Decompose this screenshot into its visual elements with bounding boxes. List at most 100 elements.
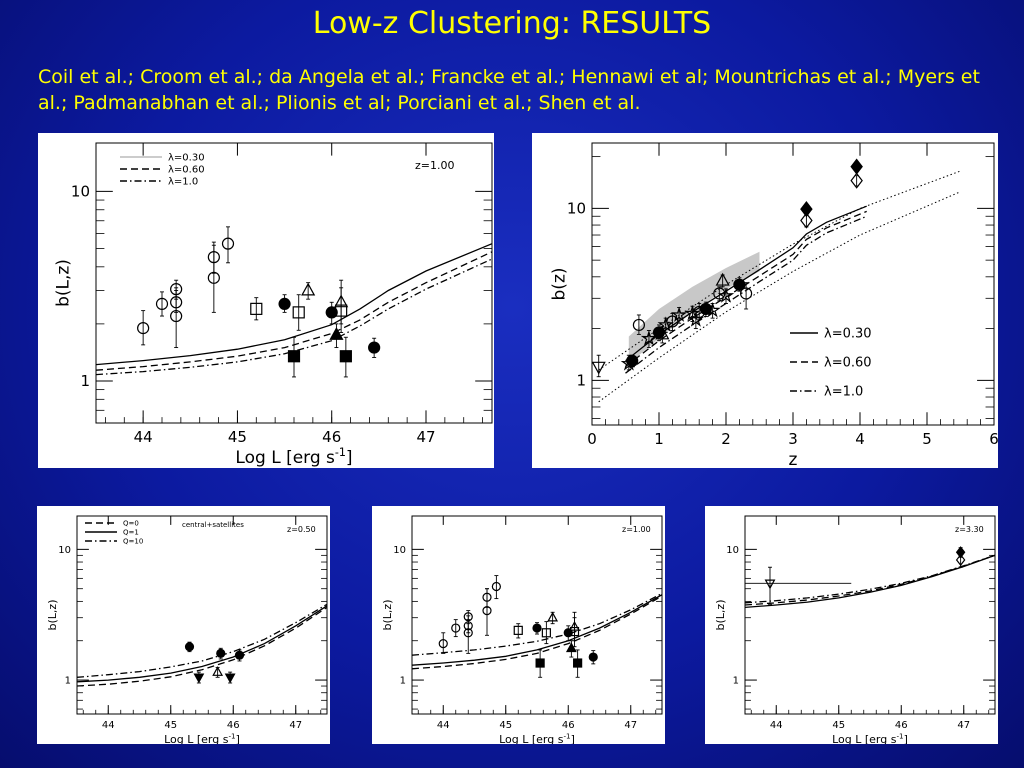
data-point [666, 315, 679, 328]
x-axis-label-sup: -1 [228, 732, 235, 741]
data-point [301, 282, 316, 296]
plot-frame [76, 515, 328, 715]
data-point [626, 354, 639, 367]
legend-label: λ=1.0 [824, 385, 863, 400]
x-axis-label: Log L [erg s-1] [499, 732, 575, 744]
legend-label: λ=1.0 [168, 177, 198, 188]
data-point [212, 666, 224, 676]
x-axis-label-end: ] [346, 448, 353, 468]
legend-label: Q=0 [123, 519, 139, 527]
model-line-dashed [96, 251, 492, 371]
data-point [463, 612, 473, 622]
data-point [740, 287, 753, 300]
x-tick-label: 47 [289, 720, 302, 731]
y-tick-label: 1 [65, 676, 71, 687]
legend-label: Q=10 [123, 537, 143, 545]
y-tick-label: 1 [733, 676, 739, 687]
plot-area [77, 603, 327, 687]
data-point [278, 297, 291, 310]
model-line-dashdot [77, 603, 327, 678]
plot-area [592, 158, 961, 403]
data-point [800, 201, 813, 218]
data-point [438, 639, 448, 649]
data-point [733, 278, 746, 291]
model-line-solid [96, 243, 492, 366]
data-point [670, 306, 688, 322]
data-point [717, 287, 735, 303]
model-line-solid [77, 605, 327, 683]
data-point [565, 642, 577, 653]
data-point [339, 350, 352, 363]
data-point [655, 326, 670, 340]
redshift-annotation: z=3.30 [955, 525, 984, 534]
plot-frame [95, 142, 493, 424]
x-axis-label-sup: -1 [563, 732, 570, 741]
data-point [170, 283, 183, 296]
x-tick-label: 46 [562, 720, 575, 731]
model-line-dotted [598, 191, 961, 403]
chart-panel-luminosity-z1: 44 45 46 47 1 10 Log L [erg s-1] b(L,z) λ=0.30 λ=… [38, 133, 494, 468]
data-point [216, 648, 226, 658]
x-tick-label: 46 [227, 720, 240, 731]
plot-frame [744, 515, 996, 715]
chart-panel-luminosity-z100: 44 45 46 47 1 10 Log L [erg s-1] b(L,z) z=1.00 [372, 506, 665, 744]
data-point [513, 625, 523, 635]
x-tick-label: 44 [437, 720, 450, 731]
data-point [592, 361, 606, 375]
model-line-dashed [77, 606, 327, 687]
y-tick-label: 1 [400, 676, 406, 687]
data-point [588, 652, 598, 662]
x-tick-label: 47 [624, 720, 637, 731]
x-tick-label: 44 [770, 720, 783, 731]
x-axis-label-main: Log L [erg s [235, 448, 335, 468]
chart-luminosity-z330: 44 45 46 47 1 10 Log L [erg s-1] b(L,z) z=3.30 [714, 515, 996, 744]
data-point [955, 553, 966, 567]
x-tick-label: 46 [895, 720, 908, 731]
x-tick-label: 45 [164, 720, 177, 731]
y-tick-label: 10 [567, 200, 586, 218]
legend-label: λ=0.60 [824, 356, 872, 371]
data-point [657, 316, 674, 332]
x-axis-label: z [789, 450, 798, 468]
x-axis-label-end: ] [571, 733, 575, 744]
model-line-solid [745, 554, 995, 609]
plot-frame [411, 515, 663, 715]
plot-frame [591, 142, 995, 426]
data-point [334, 294, 349, 308]
data-point [234, 650, 245, 660]
x-tick-label: 0 [587, 430, 597, 448]
model-line-dashdot [96, 258, 492, 376]
chart-panel-redshift: 0 1 2 3 4 5 6 1 10 z b(z) λ=0.30 λ=0.60 λ=1.0 [532, 133, 998, 468]
x-tick-label: 1 [654, 430, 664, 448]
x-axis-label-sup: -1 [896, 732, 903, 741]
shaded-band [628, 251, 760, 364]
redshift-annotation: z=1.00 [622, 525, 651, 534]
data-point [547, 611, 559, 622]
data-point [155, 297, 169, 310]
chart-luminosity-z050: 44 45 46 47 1 10 Log L [erg s-1] b(L,z) Q=0Q=1Q=… [46, 515, 328, 744]
x-tick-label: 46 [322, 428, 341, 446]
x-axis-label-end: ] [236, 733, 240, 744]
x-axis-label-sup: -1 [335, 446, 346, 459]
model-line-solid [412, 594, 662, 666]
y-tick-label: 10 [58, 545, 71, 556]
redshift-annotation: z=0.50 [287, 525, 316, 534]
data-point [632, 318, 646, 332]
data-point [292, 306, 305, 319]
x-axis-label-main: Log L [erg s [164, 733, 229, 744]
y-axis-label: b(L,z) [54, 259, 74, 307]
y-axis-label: b(L,z) [381, 600, 394, 631]
data-point [451, 623, 461, 633]
x-tick-label: 44 [102, 720, 115, 731]
x-axis-label-main: z [789, 450, 798, 468]
chart-luminosity-z100: 44 45 46 47 1 10 Log L [erg s-1] b(L,z) z=1.00 [381, 515, 663, 744]
x-axis-label: Log L [erg s-1] [832, 732, 908, 744]
data-point [137, 322, 150, 335]
model-line-dashdot [412, 592, 662, 656]
slide-title: Low-z Clustering: RESULTS [312, 6, 712, 41]
data-point [193, 673, 205, 684]
y-tick-label: 1 [80, 372, 90, 390]
model-line-dashdot [625, 215, 867, 374]
data-point [569, 620, 580, 631]
